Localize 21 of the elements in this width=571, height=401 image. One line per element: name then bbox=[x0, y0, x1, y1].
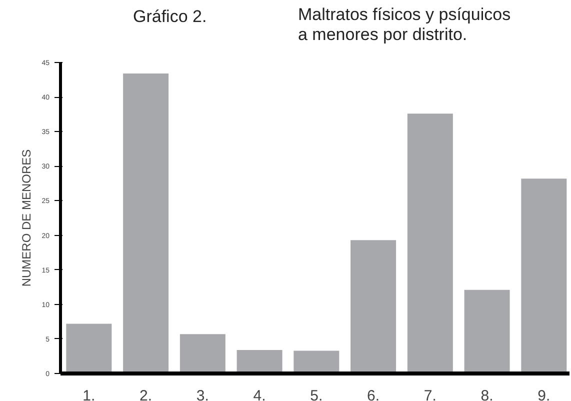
bar bbox=[123, 74, 169, 374]
bar bbox=[236, 350, 282, 374]
y-axis-title: NUMERO DE MENORES bbox=[20, 149, 34, 287]
x-tick-label: 5. bbox=[310, 388, 323, 401]
bar bbox=[294, 350, 340, 374]
bar bbox=[407, 114, 453, 374]
bar bbox=[180, 334, 226, 374]
bar bbox=[464, 290, 510, 374]
x-tick-label: 3. bbox=[196, 388, 209, 401]
bar bbox=[66, 324, 112, 374]
x-tick-label: 6. bbox=[367, 388, 380, 401]
x-tick-label: 1. bbox=[82, 388, 96, 401]
chart-subtitle: Maltratos físicos y psíquicos a menores por distrito. bbox=[298, 5, 511, 46]
chart-title: Gráfico 2. bbox=[133, 6, 207, 28]
x-tick-label: 2. bbox=[140, 388, 152, 401]
x-tick-label: 4. bbox=[253, 388, 266, 401]
x-tick-label: 8. bbox=[480, 388, 494, 401]
bar bbox=[521, 178, 567, 374]
x-tick-label: 7. bbox=[424, 388, 436, 401]
x-tick-label: 9. bbox=[538, 388, 550, 401]
bar bbox=[350, 240, 396, 374]
